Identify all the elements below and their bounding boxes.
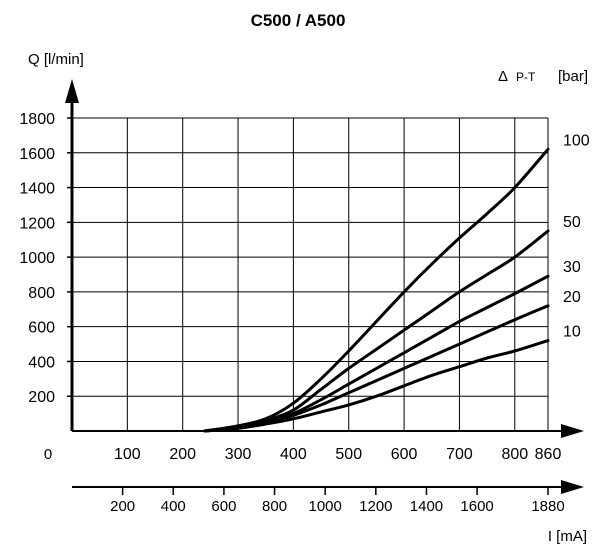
x-axis-arrowhead [561, 424, 584, 438]
secondary-x-tick-label: 400 [161, 498, 186, 515]
y-axis-arrowhead [65, 79, 79, 103]
secondary-x-axis-arrowhead [561, 480, 584, 494]
series-label: 30 [563, 259, 581, 276]
y-tick-label: 400 [28, 354, 55, 371]
secondary-x-tick-label: 1200 [359, 498, 392, 515]
y-tick-label: 800 [28, 285, 55, 302]
y-tick-label: 1200 [19, 215, 55, 232]
x-tick-label: 860 [535, 446, 562, 463]
y-tick-label: 1000 [19, 250, 55, 267]
series-axis-subscript: P-T [516, 70, 536, 84]
series-label: 50 [563, 214, 581, 231]
series-line [203, 274, 550, 433]
y-axis-label: Q [l/min] [28, 51, 84, 68]
x-tick-label: 700 [446, 446, 473, 463]
x-tick-label: 600 [391, 446, 418, 463]
x-tick-label: 800 [501, 446, 528, 463]
series-label: 100 [563, 132, 590, 149]
x-tick-label: 400 [280, 446, 307, 463]
x-tick-label: 100 [114, 446, 141, 463]
series-label: 10 [563, 324, 581, 341]
series-line [203, 339, 550, 433]
series-axis-delta: Δ [498, 68, 508, 85]
secondary-x-tick-label: 200 [110, 498, 135, 515]
secondary-x-tick-label: 600 [211, 498, 236, 515]
x-axis-label: I [mA] [548, 528, 587, 545]
secondary-x-tick-label: 1600 [460, 498, 493, 515]
x-tick-label: 200 [169, 446, 196, 463]
y-tick-label: 200 [28, 389, 55, 406]
secondary-x-tick-label: 800 [262, 498, 287, 515]
chart-title: C500 / A500 [251, 11, 346, 30]
series-line [203, 147, 550, 433]
secondary-x-tick-label: 1880 [531, 498, 564, 515]
x-tick-label: 500 [335, 446, 362, 463]
series-line [203, 229, 550, 433]
series-axis-unit: [bar] [558, 68, 588, 85]
series-label: 20 [563, 289, 581, 306]
secondary-x-tick-label: 1000 [309, 498, 342, 515]
y-tick-label: 1400 [19, 181, 55, 198]
secondary-x-tick-label: 1400 [410, 498, 443, 515]
y-tick-label: 1800 [19, 111, 55, 128]
origin-label: 0 [44, 446, 52, 463]
x-tick-label: 300 [225, 446, 252, 463]
y-tick-label: 1600 [19, 146, 55, 163]
y-tick-label: 600 [28, 320, 55, 337]
